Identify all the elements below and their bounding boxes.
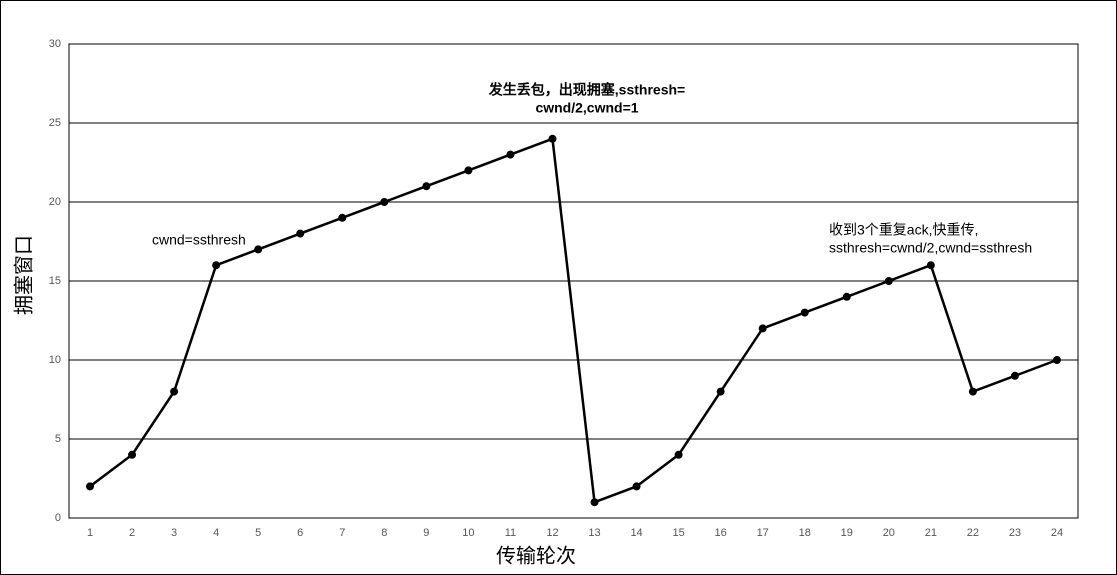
y-tick-label: 15	[49, 275, 61, 287]
point	[800, 308, 809, 317]
x-tick-label: 24	[1051, 527, 1063, 539]
annotation: 收到3个重复ack,快重传,	[829, 222, 978, 238]
point	[590, 498, 599, 507]
point	[842, 292, 851, 301]
y-tick-label: 5	[55, 433, 61, 445]
annotation: 发生丢包，出现拥塞,ssthresh=	[488, 82, 685, 98]
x-axis-label: 传输轮次	[496, 544, 576, 568]
point	[296, 229, 305, 238]
point	[338, 213, 347, 222]
y-tick-label: 30	[49, 38, 61, 50]
point	[1010, 371, 1019, 380]
y-tick-label: 20	[49, 196, 61, 208]
point	[884, 277, 893, 285]
x-tick-label: 13	[588, 527, 600, 539]
annotation: cwnd/2,cwnd=1	[535, 100, 638, 116]
point	[716, 387, 725, 396]
x-tick-label: 14	[630, 527, 642, 539]
x-tick-label: 4	[213, 527, 219, 539]
point	[254, 245, 263, 254]
point	[422, 182, 431, 191]
x-tick-label: 18	[799, 527, 811, 539]
annotation: cwnd=ssthresh	[152, 232, 246, 248]
x-tick-label: 21	[925, 527, 937, 539]
point	[548, 134, 557, 143]
point	[758, 324, 767, 333]
point	[674, 450, 683, 459]
x-tick-label: 3	[171, 527, 177, 539]
point	[506, 150, 515, 159]
y-tick-label: 10	[49, 354, 61, 366]
x-tick-label: 17	[757, 527, 769, 539]
y-tick-label: 25	[49, 117, 61, 129]
x-tick-label: 11	[505, 527, 516, 539]
x-tick-label: 7	[339, 527, 345, 539]
point	[86, 482, 95, 491]
point	[968, 387, 977, 396]
x-tick-label: 16	[715, 527, 727, 539]
x-tick-label: 10	[462, 527, 474, 539]
x-tick-label: 20	[883, 527, 895, 539]
point	[464, 166, 473, 175]
point	[128, 450, 137, 459]
annotation: ssthresh=cwnd/2,cwnd=ssthresh	[829, 240, 1032, 256]
line	[89, 137, 1058, 504]
x-tick-label: 23	[1009, 527, 1021, 539]
point	[380, 198, 389, 206]
x-tick-label: 1	[87, 527, 93, 539]
point	[170, 387, 179, 396]
point	[926, 261, 935, 270]
x-tick-label: 12	[546, 527, 558, 539]
x-tick-label: 8	[381, 527, 387, 539]
x-tick-label: 2	[129, 527, 135, 539]
y-axis-label: 拥塞窗口	[12, 235, 36, 315]
point	[632, 482, 641, 491]
y-tick-label: 0	[55, 512, 61, 524]
x-tick-label: 9	[423, 527, 429, 539]
point	[212, 261, 221, 270]
x-tick-label: 22	[967, 527, 979, 539]
x-tick-label: 6	[297, 527, 303, 539]
x-tick-label: 5	[255, 527, 261, 539]
x-tick-label: 15	[672, 527, 684, 539]
point	[1052, 356, 1061, 364]
x-tick-label: 19	[841, 527, 853, 539]
